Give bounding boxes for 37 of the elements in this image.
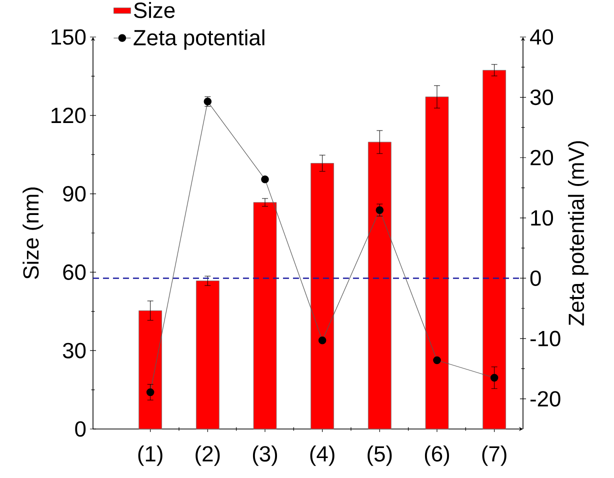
point [433,356,441,364]
legend-label: Size [134,2,175,18]
y2-tick-label: 40 [530,29,554,45]
y2-tick-label: -10 [530,330,560,346]
y-axis-title: Size (nm) [22,188,44,279]
y2-tick-label: 0 [530,270,541,286]
y-tick-label: 150 [52,29,86,45]
bar [425,96,449,430]
y-tick-label: 60 [63,264,86,280]
bar [482,70,506,430]
x-tick-label: (4) [310,446,334,466]
y2-tick-label: 30 [530,90,554,106]
x-tick-label: (3) [252,446,278,466]
y2-tick-label: 20 [530,150,554,166]
y-tick-label: 30 [62,342,86,358]
bar [138,310,162,430]
point [376,206,384,214]
x-tick-label: (2) [196,446,220,466]
y-tick-label: 120 [52,108,86,124]
point [261,175,269,184]
x-tick-label: (1) [138,446,162,466]
y2-axis-title: Zeta potential (mV) [568,141,588,326]
point [318,336,326,344]
x-tick-label: (6) [424,446,450,466]
x-tick-label: (7) [482,446,506,466]
bar [253,202,277,430]
y-tick-label: 0 [75,421,86,437]
legend-label: Zeta potential [134,29,264,50]
y-tick-label: 90 [63,186,86,202]
bar [196,280,220,430]
point [490,374,498,382]
bar [310,162,334,430]
y2-tick-label: 10 [531,210,554,226]
x-tick-label: (5) [368,446,392,466]
point [146,388,154,396]
y2-tick-label: -20 [530,391,560,407]
bar [368,142,392,430]
